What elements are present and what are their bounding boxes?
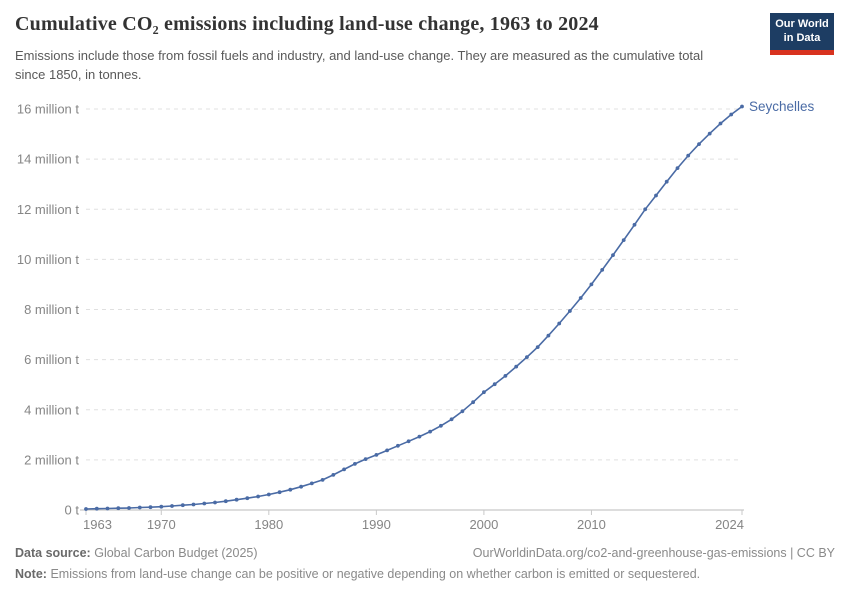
data-point[interactable]: [245, 496, 250, 501]
data-point[interactable]: [686, 153, 691, 158]
owid-logo[interactable]: Our World in Data: [770, 13, 834, 55]
data-point[interactable]: [116, 506, 121, 511]
data-point[interactable]: [417, 434, 422, 439]
data-point[interactable]: [256, 494, 260, 499]
y-tick-label: 6 million t: [24, 352, 79, 367]
data-point[interactable]: [385, 448, 389, 453]
data-point[interactable]: [94, 506, 99, 511]
data-point[interactable]: [299, 484, 303, 489]
footer: Data source: Global Carbon Budget (2025)…: [15, 546, 835, 560]
data-point[interactable]: [568, 309, 572, 313]
data-source: Data source: Global Carbon Budget (2025): [15, 546, 258, 560]
data-point[interactable]: [643, 207, 648, 212]
data-point[interactable]: [331, 473, 336, 477]
y-tick-label: 16 million t: [17, 102, 80, 117]
y-tick-label: 10 million t: [17, 252, 80, 267]
data-point[interactable]: [148, 505, 153, 510]
data-point[interactable]: [525, 355, 529, 359]
y-tick-label: 0 t: [65, 503, 80, 518]
data-point[interactable]: [697, 142, 701, 146]
x-tick-label: 2024: [715, 517, 744, 532]
data-point[interactable]: [428, 429, 432, 434]
data-point[interactable]: [406, 439, 411, 444]
chart-subtitle: Emissions include those from fossil fuel…: [15, 48, 704, 82]
x-tick-label: 1963: [83, 517, 112, 532]
series-line[interactable]: [85, 105, 743, 510]
data-source-label: Data source:: [15, 546, 91, 560]
data-point[interactable]: [449, 417, 454, 422]
data-point[interactable]: [353, 462, 357, 466]
data-point[interactable]: [675, 166, 680, 170]
entity-label[interactable]: Seychelles: [749, 99, 815, 114]
data-point[interactable]: [374, 453, 379, 457]
data-point[interactable]: [342, 467, 346, 472]
data-point[interactable]: [535, 345, 540, 349]
data-point[interactable]: [288, 487, 293, 492]
data-point[interactable]: [213, 500, 217, 505]
data-source-value: Global Carbon Budget (2025): [94, 546, 258, 560]
data-point[interactable]: [180, 503, 185, 508]
footer-link[interactable]: OurWorldinData.org/co2-and-greenhouse-ga…: [472, 546, 835, 560]
data-point[interactable]: [600, 268, 605, 272]
data-point[interactable]: [492, 382, 497, 387]
data-point[interactable]: [309, 481, 314, 486]
data-point[interactable]: [578, 296, 583, 300]
data-point[interactable]: [127, 506, 131, 510]
data-point[interactable]: [729, 112, 734, 117]
data-point[interactable]: [170, 504, 174, 508]
x-tick-label: 1980: [254, 517, 283, 532]
data-point[interactable]: [611, 253, 615, 257]
data-point[interactable]: [320, 478, 325, 482]
x-tick-label: 2010: [577, 517, 606, 532]
data-point[interactable]: [202, 501, 207, 506]
data-point[interactable]: [740, 104, 744, 109]
x-tick-label: 1990: [362, 517, 391, 532]
footer-note: Note: Emissions from land-use change can…: [15, 567, 835, 581]
data-point[interactable]: [439, 423, 443, 428]
data-point[interactable]: [396, 443, 400, 448]
data-point[interactable]: [363, 457, 368, 461]
data-point[interactable]: [137, 505, 142, 510]
x-tick-label: 2000: [469, 517, 498, 532]
y-tick-label: 14 million t: [17, 152, 80, 167]
data-point[interactable]: [223, 499, 228, 504]
data-point[interactable]: [84, 507, 88, 511]
owid-logo-line2: in Data: [783, 31, 821, 44]
note-label: Note:: [15, 567, 47, 581]
data-point[interactable]: [664, 179, 669, 184]
data-point[interactable]: [503, 374, 508, 378]
data-point[interactable]: [471, 400, 475, 405]
data-point[interactable]: [621, 238, 626, 243]
data-point[interactable]: [718, 121, 723, 126]
data-point[interactable]: [557, 321, 562, 326]
data-point[interactable]: [460, 409, 465, 414]
data-point[interactable]: [191, 502, 196, 507]
data-point[interactable]: [514, 364, 519, 369]
data-point[interactable]: [707, 131, 712, 136]
note-text: Emissions from land-use change can be po…: [50, 567, 701, 581]
x-tick-label: 1970: [147, 517, 176, 532]
data-point[interactable]: [105, 506, 110, 511]
data-point[interactable]: [266, 492, 271, 497]
data-point[interactable]: [482, 390, 486, 395]
data-point[interactable]: [159, 504, 164, 509]
y-tick-label: 8 million t: [24, 302, 79, 317]
y-tick-label: 2 million t: [24, 452, 79, 467]
y-tick-label: 4 million t: [24, 402, 79, 417]
data-point[interactable]: [654, 193, 658, 198]
data-point[interactable]: [277, 490, 282, 495]
chart-title: Cumulative CO₂ emissions including land-…: [15, 13, 599, 35]
data-point[interactable]: [589, 282, 594, 287]
y-tick-label: 12 million t: [17, 202, 80, 217]
data-point[interactable]: [546, 333, 551, 338]
data-point[interactable]: [632, 222, 637, 227]
owid-logo-line1: Our World: [775, 18, 829, 30]
data-point[interactable]: [234, 497, 239, 502]
chart-canvas: 0 t 2 million t 4 million t 6 million t 8 mi…: [17, 99, 815, 532]
